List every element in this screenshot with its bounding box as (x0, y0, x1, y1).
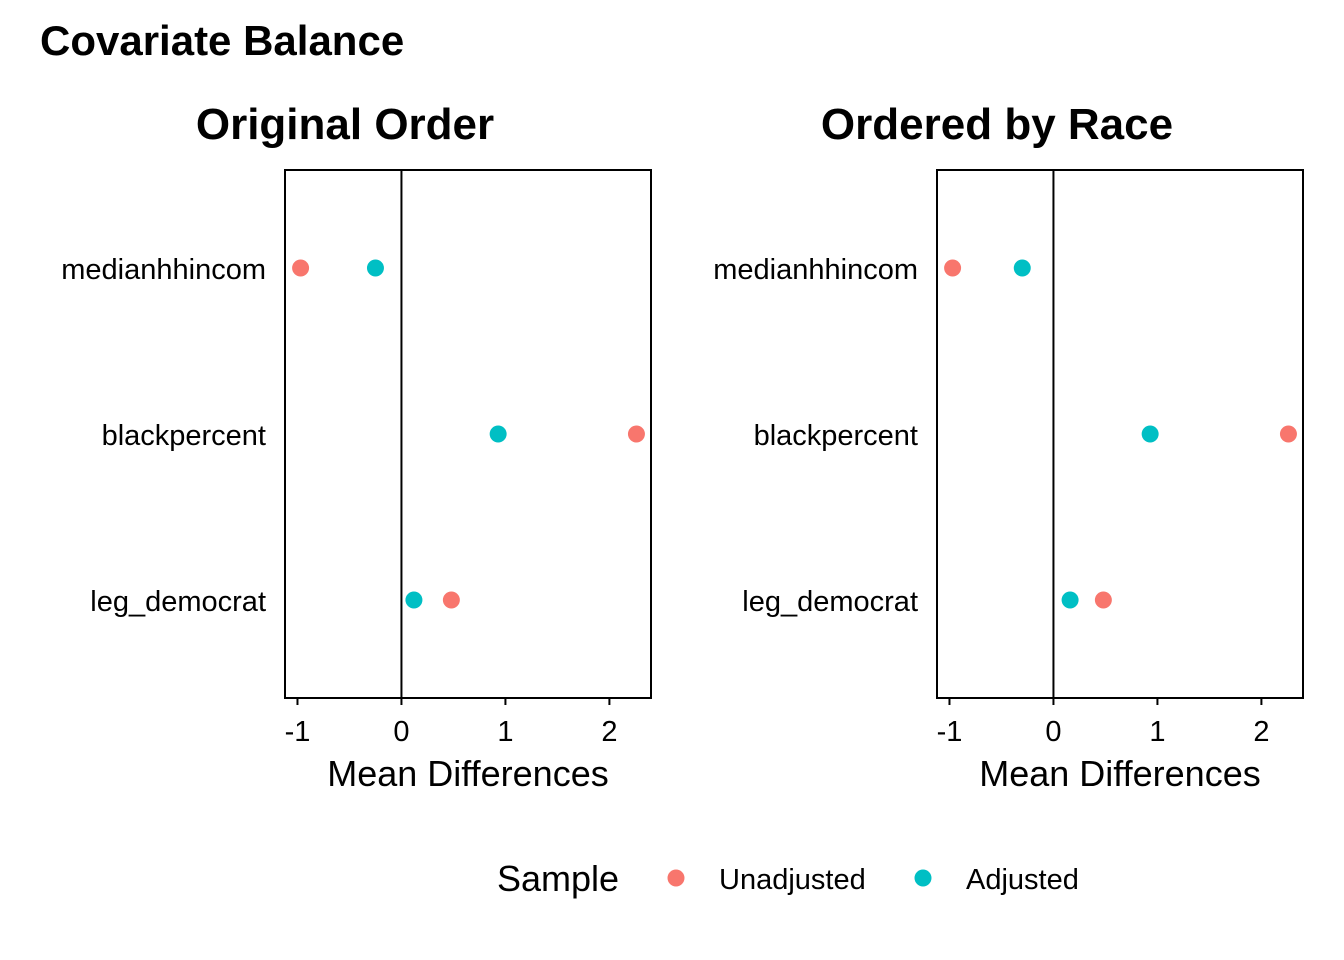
point-adjusted-blackpercent (489, 425, 507, 443)
y-tick-label: medianhhincom (61, 254, 266, 286)
panel-title: Ordered by Race (821, 100, 1173, 149)
chart-title: Covariate Balance (40, 17, 404, 64)
x-tick-label: 1 (1149, 716, 1165, 748)
point-adjusted-blackpercent (1141, 425, 1159, 443)
x-tick-label: 1 (497, 716, 513, 748)
x-tick-label: 0 (393, 716, 409, 748)
legend-title: Sample (497, 858, 619, 899)
point-adjusted-leg_democrat (1061, 591, 1079, 609)
x-tick-label: 2 (601, 716, 617, 748)
legend-label-adjusted: Adjusted (966, 864, 1079, 896)
legend-key-adjusted (914, 869, 932, 887)
panel-border (284, 169, 652, 699)
y-tick-label: blackpercent (754, 420, 918, 452)
legend-key-unadjusted (667, 869, 685, 887)
panel-1: Original Order medianhhincom blackpercent l… (61, 100, 652, 794)
panel-title: Original Order (196, 100, 494, 149)
legend: Sample Unadjusted Adjusted (497, 858, 1079, 899)
x-tick-label: -1 (285, 716, 311, 748)
x-tick-label: -1 (937, 716, 963, 748)
y-tick-label: blackpercent (102, 420, 266, 452)
panel-2: Ordered by Race medianhhincom blackpercent… (713, 100, 1304, 794)
point-adjusted-leg_democrat (405, 591, 423, 609)
x-axis-label: Mean Differences (327, 753, 608, 794)
y-tick-label: leg_democrat (90, 586, 266, 618)
legend-label-unadjusted: Unadjusted (719, 864, 866, 896)
panel-border (936, 169, 1304, 699)
x-axis-label: Mean Differences (979, 753, 1260, 794)
x-tick-label: 2 (1253, 716, 1269, 748)
panels: Original Order medianhhincom blackpercent l… (61, 100, 1304, 794)
point-unadjusted-leg_democrat (1094, 591, 1112, 609)
point-unadjusted-blackpercent (1279, 425, 1297, 443)
point-unadjusted-medianhhincom (944, 259, 962, 277)
point-unadjusted-medianhhincom (292, 259, 310, 277)
y-tick-label: leg_democrat (742, 586, 918, 618)
point-unadjusted-blackpercent (627, 425, 645, 443)
point-adjusted-medianhhincom (366, 259, 384, 277)
x-tick-label: 0 (1045, 716, 1061, 748)
point-unadjusted-leg_democrat (442, 591, 460, 609)
point-adjusted-medianhhincom (1013, 259, 1031, 277)
y-tick-label: medianhhincom (713, 254, 918, 286)
